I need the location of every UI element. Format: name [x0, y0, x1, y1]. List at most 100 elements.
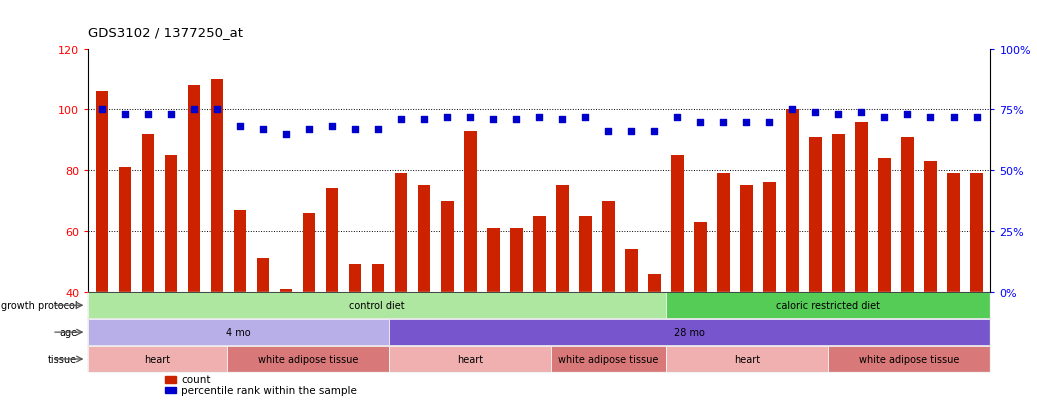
Bar [303, 213, 315, 292]
Bar [257, 259, 270, 292]
Bar [510, 228, 523, 292]
Bar [551, 346, 667, 372]
Bar [694, 222, 706, 292]
Point [692, 119, 708, 126]
Point [278, 131, 295, 138]
Point [231, 124, 248, 131]
Bar [579, 216, 591, 292]
Bar [395, 174, 408, 292]
Point [508, 116, 525, 123]
Point [853, 109, 870, 116]
Point [831, 112, 847, 119]
Text: count: count [181, 375, 211, 385]
Point [370, 126, 387, 133]
Bar [832, 135, 845, 292]
Point [324, 124, 340, 131]
Text: white adipose tissue: white adipose tissue [860, 354, 959, 364]
Point [416, 116, 432, 123]
Bar [667, 293, 990, 318]
Point [761, 119, 778, 126]
Point [922, 114, 938, 121]
Bar [88, 346, 227, 372]
Text: growth protocol: growth protocol [1, 301, 78, 311]
Point [461, 114, 478, 121]
Point [93, 107, 110, 114]
Point [784, 107, 801, 114]
Bar [717, 174, 730, 292]
Bar [326, 189, 338, 292]
Point [669, 114, 685, 121]
Bar [901, 138, 914, 292]
Bar [786, 110, 798, 292]
Point [577, 114, 593, 121]
Point [899, 112, 916, 119]
Point [117, 112, 134, 119]
Point [140, 112, 157, 119]
Text: white adipose tissue: white adipose tissue [559, 354, 658, 364]
Bar [878, 159, 891, 292]
Text: percentile rank within the sample: percentile rank within the sample [181, 385, 357, 395]
Point [876, 114, 893, 121]
Bar [601, 201, 615, 292]
Bar [971, 174, 983, 292]
Text: caloric restricted diet: caloric restricted diet [777, 301, 880, 311]
Text: control diet: control diet [349, 301, 405, 311]
Bar [165, 387, 175, 393]
Bar [142, 135, 155, 292]
Bar [667, 346, 829, 372]
Bar [88, 319, 389, 345]
Point [439, 114, 455, 121]
Point [600, 129, 617, 135]
Bar [441, 201, 453, 292]
Point [646, 129, 663, 135]
Text: 28 mo: 28 mo [674, 328, 705, 337]
Bar [740, 186, 753, 292]
Point [255, 126, 272, 133]
Text: GDS3102 / 1377250_at: GDS3102 / 1377250_at [88, 26, 243, 39]
Point [163, 112, 179, 119]
Bar [671, 156, 683, 292]
Bar [648, 274, 661, 292]
Point [346, 126, 363, 133]
Bar [856, 122, 868, 292]
Bar [211, 80, 223, 292]
Bar [372, 265, 385, 292]
Text: heart: heart [734, 354, 760, 364]
Bar [280, 289, 292, 292]
Point [186, 107, 202, 114]
Bar [88, 293, 667, 318]
Bar [556, 186, 568, 292]
Bar [809, 138, 821, 292]
Bar [227, 346, 389, 372]
Bar [389, 319, 990, 345]
Bar [165, 377, 175, 382]
Bar [947, 174, 960, 292]
Point [301, 126, 317, 133]
Bar [924, 162, 936, 292]
Bar [829, 346, 990, 372]
Point [554, 116, 570, 123]
Bar [418, 186, 430, 292]
Point [393, 116, 410, 123]
Bar [348, 265, 362, 292]
Bar [165, 156, 177, 292]
Bar [464, 131, 477, 292]
Bar [188, 86, 200, 292]
Text: heart: heart [456, 354, 483, 364]
Point [738, 119, 755, 126]
Bar [763, 183, 776, 292]
Text: heart: heart [144, 354, 171, 364]
Point [969, 114, 985, 121]
Bar [233, 210, 247, 292]
Point [716, 119, 732, 126]
Bar [487, 228, 500, 292]
Text: age: age [59, 328, 78, 337]
Bar [389, 346, 551, 372]
Bar [95, 92, 108, 292]
Point [807, 109, 823, 116]
Point [485, 116, 502, 123]
Text: white adipose tissue: white adipose tissue [258, 354, 358, 364]
Bar [625, 249, 638, 292]
Point [945, 114, 961, 121]
Bar [118, 168, 132, 292]
